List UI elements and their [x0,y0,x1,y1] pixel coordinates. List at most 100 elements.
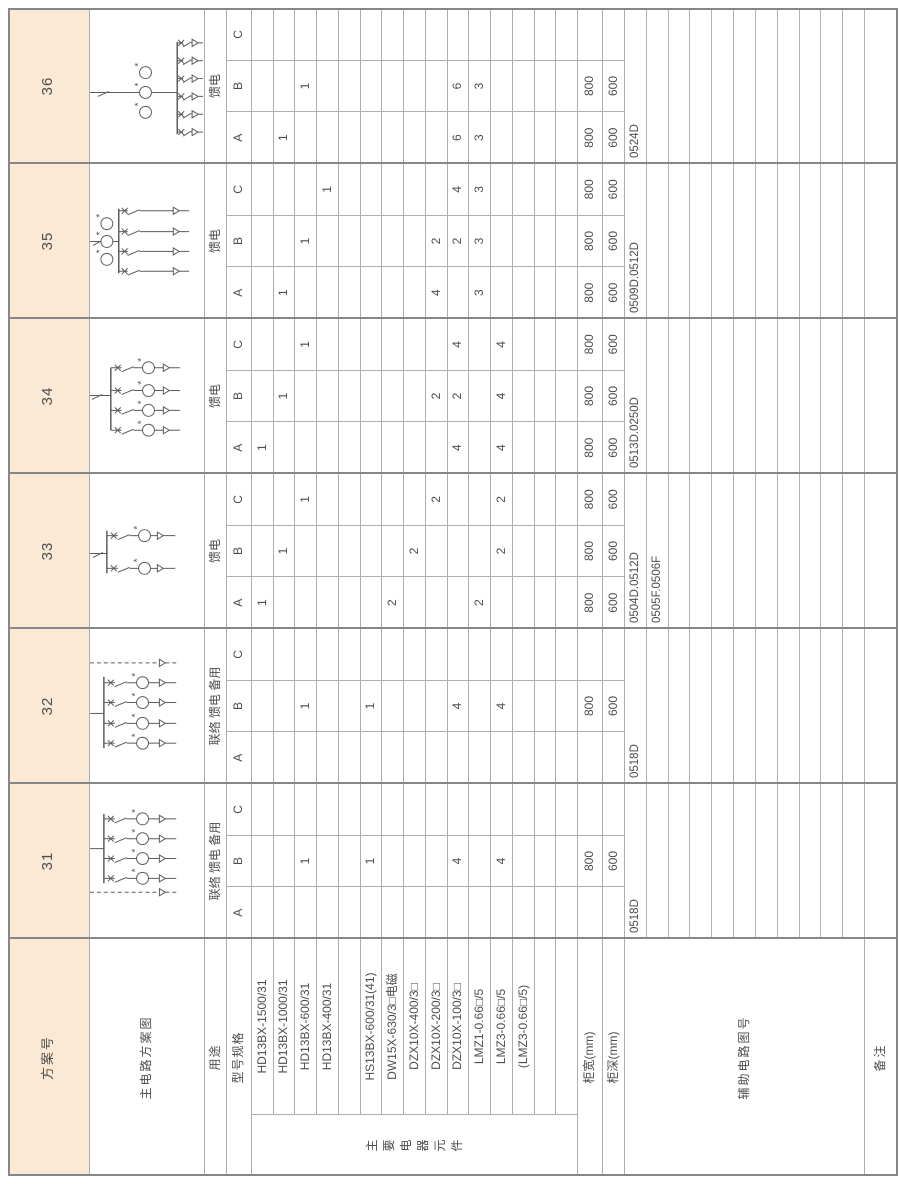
model-row-label: DZX10X-200/3□ [425,938,448,1114]
value-cell [382,731,405,783]
cabinet-width-cell: 800 [578,473,603,525]
value-cell [338,8,361,60]
usage-cell: 馈电 [205,8,227,163]
value-cell [404,59,426,112]
value-cell [447,628,470,680]
value-cell [273,473,296,525]
value-cell [512,8,535,60]
value-cell [252,318,274,370]
value-cell [469,473,492,525]
value-cell [360,421,383,473]
value-cell [273,318,296,370]
cabinet-width-cell: 800 [578,59,603,112]
value-cell [556,8,578,60]
value-cell [382,628,405,680]
value-cell [252,731,274,783]
value-cell [360,266,383,318]
variant-header-cell: B [227,59,252,112]
value-cell [360,214,383,267]
value-cell [534,473,557,525]
value-cell [273,576,296,628]
svg-text:*: * [131,673,142,677]
value-cell [556,524,578,577]
value-cell [491,628,513,680]
value-cell [382,266,405,318]
scheme-separator-line [8,937,898,939]
value-cell [360,783,383,835]
value-cell [469,318,492,370]
cabinet-width-cell: 800 [578,214,603,267]
value-cell [534,111,557,163]
value-cell [534,628,557,680]
value-cell [338,576,361,628]
value-cell [338,214,361,267]
cabinet-width-cell: 800 [578,576,603,628]
svg-text:*: * [137,400,148,404]
aux-circuit-strip [712,473,735,628]
diagram-cell: * * * [90,8,205,163]
variant-header-cell: B [227,369,252,422]
value-cell [273,731,296,783]
scheme-number-cell: 34 [8,318,90,473]
scheme-number-cell: 36 [8,8,90,163]
value-cell [317,783,339,835]
value-cell [404,886,426,938]
aux-circuit-strip [821,318,844,473]
aux-circuit-strip [668,8,691,163]
aux-circuit-strip [755,163,778,318]
value-cell [556,318,578,370]
cabinet-depth-cell [603,628,625,680]
value-cell [556,576,578,628]
cabinet-width-cell: 800 [578,111,603,163]
value-cell [382,214,405,267]
value-cell [534,834,557,887]
value-cell [382,783,405,835]
value-cell [252,524,274,577]
aux-circuit-strip: 0504D.0512D [625,473,647,628]
value-cell [556,679,578,732]
value-cell [317,369,339,422]
value-cell [360,318,383,370]
value-cell [404,679,426,732]
value-cell [382,111,405,163]
aux-circuit-strip [646,783,669,938]
value-cell [252,214,274,267]
value-cell: 1 [295,318,318,370]
aux-circuit-strip [843,8,865,163]
value-cell [338,473,361,525]
value-cell [382,163,405,215]
aux-circuit-strip [821,163,844,318]
value-cell [556,214,578,267]
cabinet-width-cell: 800 [578,421,603,473]
cabinet-depth-cell: 600 [603,834,625,887]
value-cell [360,886,383,938]
value-cell [360,628,383,680]
value-cell [491,214,513,267]
value-cell: 4 [491,834,513,887]
value-cell [338,369,361,422]
value-cell [491,576,513,628]
value-cell [338,628,361,680]
svg-text:*: * [131,809,142,813]
value-cell [273,163,296,215]
value-cell [534,214,557,267]
value-cell: 3 [469,111,492,163]
value-cell: 1 [295,834,318,887]
value-cell [425,163,448,215]
cabinet-depth-cell: 600 [603,59,625,112]
aux-circuit-strip [668,783,691,938]
usage-header: 用途 [205,938,227,1176]
value-cell [295,421,318,473]
value-cell [360,731,383,783]
svg-text:*: * [133,558,144,562]
aux-circuit-strip [668,473,691,628]
aux-circuit-strip [646,628,669,783]
value-cell [425,886,448,938]
value-cell [534,59,557,112]
value-cell [317,473,339,525]
table-border-left [8,1174,898,1176]
value-cell [273,834,296,887]
value-cell [252,834,274,887]
svg-text:*: * [131,693,142,697]
value-cell: 1 [273,369,296,422]
